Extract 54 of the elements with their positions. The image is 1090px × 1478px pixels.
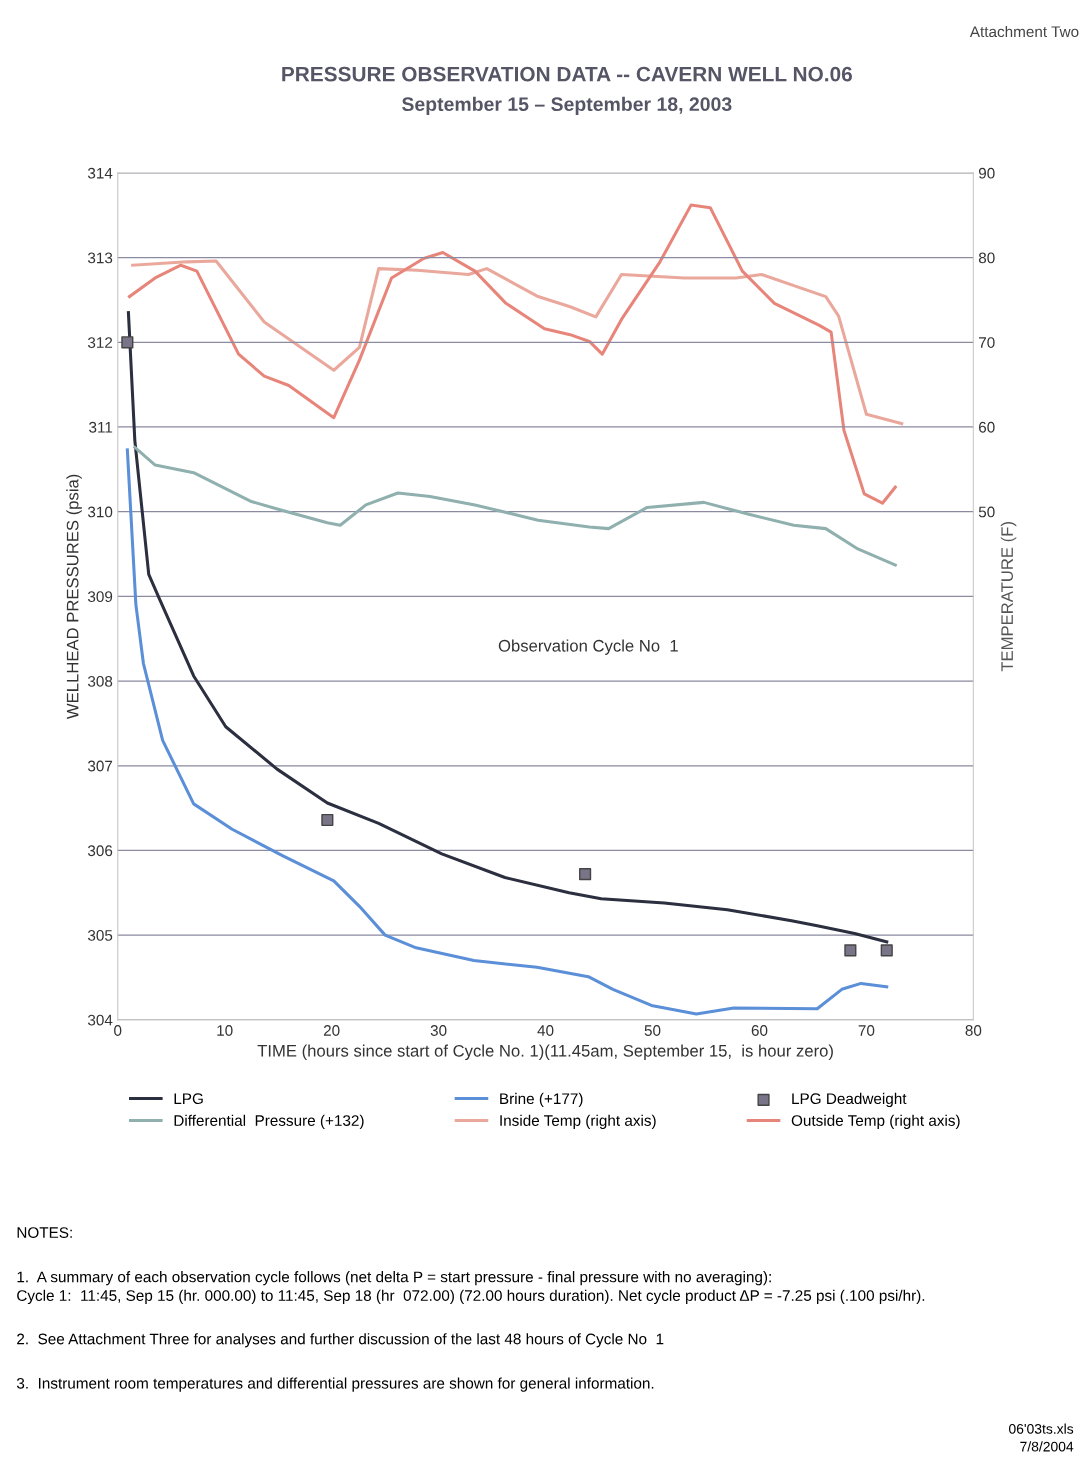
y-tick-label: 314 (87, 167, 113, 179)
line-series (126, 311, 889, 944)
y2-axis-title: TEMPERATURE (F) (1000, 522, 1017, 672)
y-tick-label: 308 (87, 675, 113, 687)
line-series (125, 448, 889, 1016)
legend-label: Differential Pressure (+132) (174, 1114, 364, 1129)
y2-tick-label: 60 (979, 421, 995, 433)
y-tick-label: 307 (87, 760, 113, 772)
legend-label: Inside Temp (right axis) (500, 1114, 656, 1129)
line-series (127, 203, 897, 505)
y-axis-title: WELLHEAD PRESSURES (psia) (66, 474, 82, 720)
line-series (133, 445, 897, 567)
y2-tick-label: 90 (978, 167, 995, 179)
y-tick-label: 309 (87, 591, 113, 603)
text: Attachment Two (969, 25, 1079, 38)
x-tick-label: 40 (537, 1025, 554, 1036)
x-tick-label: 10 (217, 1025, 233, 1036)
point (844, 944, 857, 957)
annotation: Observation Cycle No 1 (498, 639, 678, 655)
text: 2. See Attachment Three for analyses and further discussion of the last 48 hours of Cycle No 1 (17, 1333, 664, 1348)
legend-label: LPG (174, 1093, 203, 1105)
legend-label: Outside Temp (right axis) (791, 1114, 960, 1129)
text: 06'03ts.xls (1009, 1423, 1074, 1434)
text: NOTES: (17, 1227, 72, 1238)
y2-tick-label: 70 (979, 337, 995, 348)
chart-subtitle: September 15 – September 18, 2003 (402, 96, 732, 115)
y-tick-label: 311 (89, 421, 113, 433)
chart-title: PRESSURE OBSERVATION DATA -- CAVERN WELL NO.06 (282, 66, 852, 82)
y-tick-label: 310 (87, 506, 113, 518)
point (121, 336, 134, 349)
y2-tick-label: 80 (978, 252, 995, 264)
y-tick-label: 306 (87, 845, 113, 857)
x-tick-label: 60 (751, 1025, 768, 1036)
x-tick-label: 20 (323, 1025, 340, 1036)
point (321, 813, 334, 827)
x-tick-label: 70 (858, 1025, 875, 1036)
x-tick-label: 50 (644, 1025, 661, 1036)
y-tick-label: 305 (87, 930, 113, 941)
point (579, 868, 592, 881)
text: 3. Instrument room temperatures and differential pressures are shown for general information. (16, 1377, 654, 1392)
x-axis-title: TIME (hours since start of Cycle No. 1)(11.45am, September 15, is hour zero) (257, 1044, 833, 1061)
x-tick-label: 0 (114, 1025, 122, 1036)
text: 7/8/2004 (1020, 1441, 1074, 1452)
text: 1. A summary of each observation cycle follows (net delta P = start pressure - final pressure with no averaging): Cycle 1: 11:45, Sep 15 (hr. 000.00) to 11:45, Sep 18 (hr 072.00) (72.00 hours duration). Net cycle product ΔP = -7.25 psi (.100 psi/hr). (17, 1271, 925, 1304)
x-tick-label: 30 (430, 1025, 447, 1036)
y-tick-label: 313 (87, 252, 113, 264)
legend-label: LPG Deadweight (792, 1092, 907, 1108)
line-series (131, 259, 904, 426)
y-tick-label: 304 (87, 1014, 113, 1026)
x-tick-label: 80 (965, 1025, 982, 1036)
point (880, 944, 893, 957)
y2-tick-label: 50 (978, 506, 995, 518)
y-tick-label: 312 (87, 337, 113, 348)
legend-label: Brine (+177) (500, 1092, 583, 1108)
